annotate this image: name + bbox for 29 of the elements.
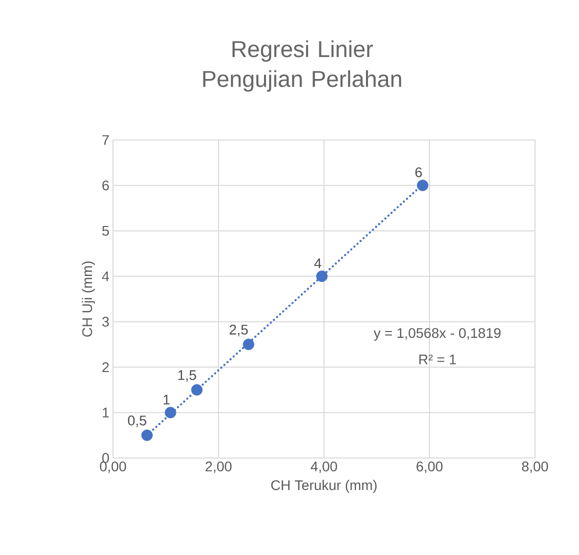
- annotation: R² = 1: [419, 354, 456, 364]
- y-tick-label: 2: [102, 362, 109, 372]
- data-label: 2,5: [230, 324, 248, 336]
- point: [164, 406, 176, 418]
- point: [416, 180, 428, 192]
- point: [141, 430, 153, 441]
- y-tick-label: 6: [102, 180, 109, 190]
- y-tick-label: 7: [102, 135, 109, 145]
- data-label: 1,5: [178, 370, 196, 382]
- y-tick-label: 4: [102, 271, 110, 282]
- point: [191, 384, 203, 396]
- y-tick-label: 3: [102, 316, 109, 327]
- point: [242, 338, 254, 350]
- y-tick-label: 5: [102, 226, 109, 236]
- x-tick-label: 8,00: [522, 462, 548, 474]
- annotation: y = 1,0568x - 0,1819: [374, 328, 501, 341]
- y-tick-label: 1: [102, 408, 109, 418]
- data-label: 6: [415, 167, 422, 178]
- x-axis-title: CH Terukur (mm): [271, 480, 377, 493]
- x-tick-label: 2,00: [206, 462, 232, 474]
- x-tick-label: 4,00: [310, 462, 338, 474]
- point: [316, 270, 328, 282]
- x-tick-label: 6,00: [416, 462, 443, 474]
- y-axis-title: CH Uji (mm): [82, 262, 95, 337]
- chart-title: Regresi Linier Pengujian Perlahan: [203, 40, 402, 92]
- data-label: 1: [164, 394, 170, 404]
- x-tick-label: 0,00: [100, 462, 126, 474]
- data-label: 4: [314, 258, 322, 268]
- data-label: 0,5: [128, 416, 146, 428]
